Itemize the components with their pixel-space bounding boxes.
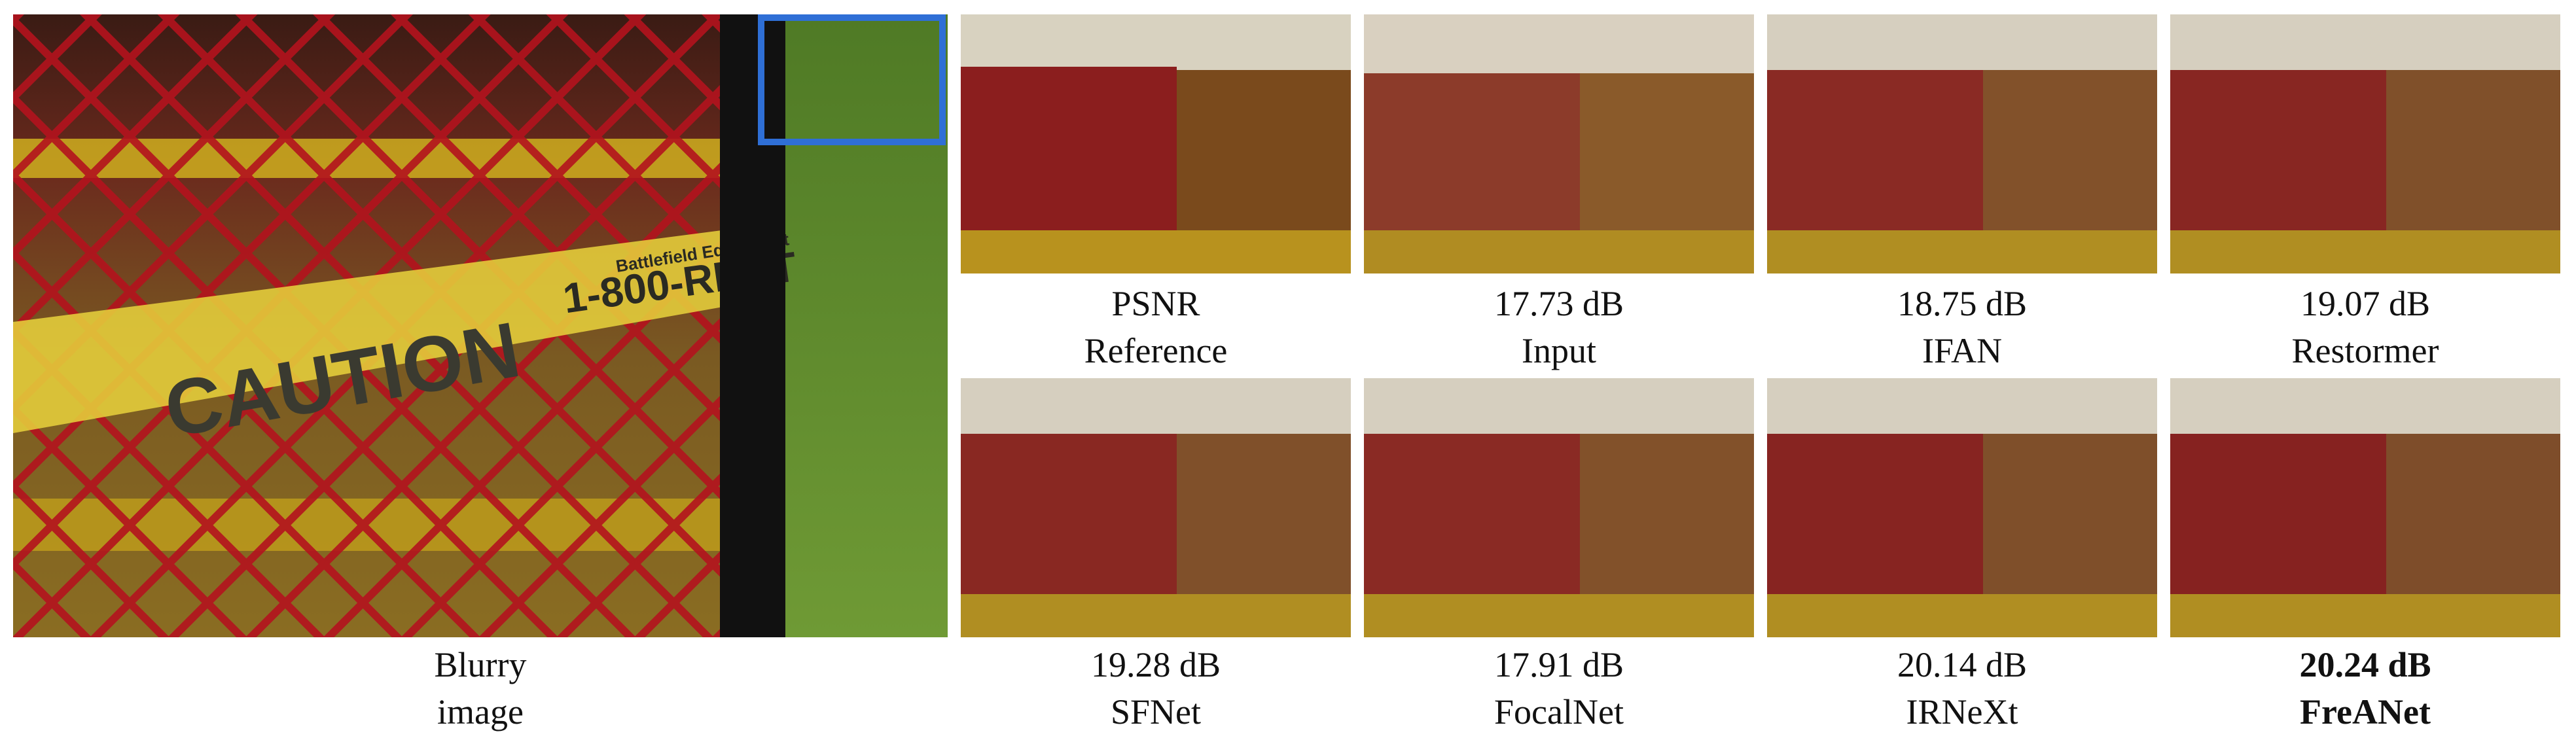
crop-input-caption: 17.73 dB Input [1494,284,1624,370]
crop-sfnet-caption: 19.28 dB SFNet [1090,645,1221,731]
crop-ifan-image [1767,14,2157,273]
crop-restormer-caption: 19.07 dB Restormer [2291,284,2439,370]
crop-restormer-image [2170,14,2560,273]
zoom-region-box [758,14,946,145]
caption-line1: Blurry [434,645,527,684]
crop-reference-caption: PSNR Reference [1084,284,1228,370]
crop-focalnet-image [1364,378,1754,637]
blurry-main-image: CAUTION 1-800-RENT Battlefield Equipment [13,14,948,637]
crop-irnext-caption: 20.14 dB IRNeXt [1897,645,2028,731]
crop-ifan-caption: 18.75 dB IFAN [1897,284,2028,370]
main-caption: Blurry image [13,641,948,735]
crop-focalnet-caption: 17.91 dB FocalNet [1494,645,1624,731]
crop-reference-image [961,14,1351,273]
crop-sfnet-image [961,378,1351,637]
caption-line2: image [437,692,524,731]
crop-freanet-image [2170,378,2560,637]
crop-input-image [1364,14,1754,273]
crop-freanet-caption: 20.24 dB FreANet [2299,645,2431,731]
crop-irnext-image [1767,378,2157,637]
